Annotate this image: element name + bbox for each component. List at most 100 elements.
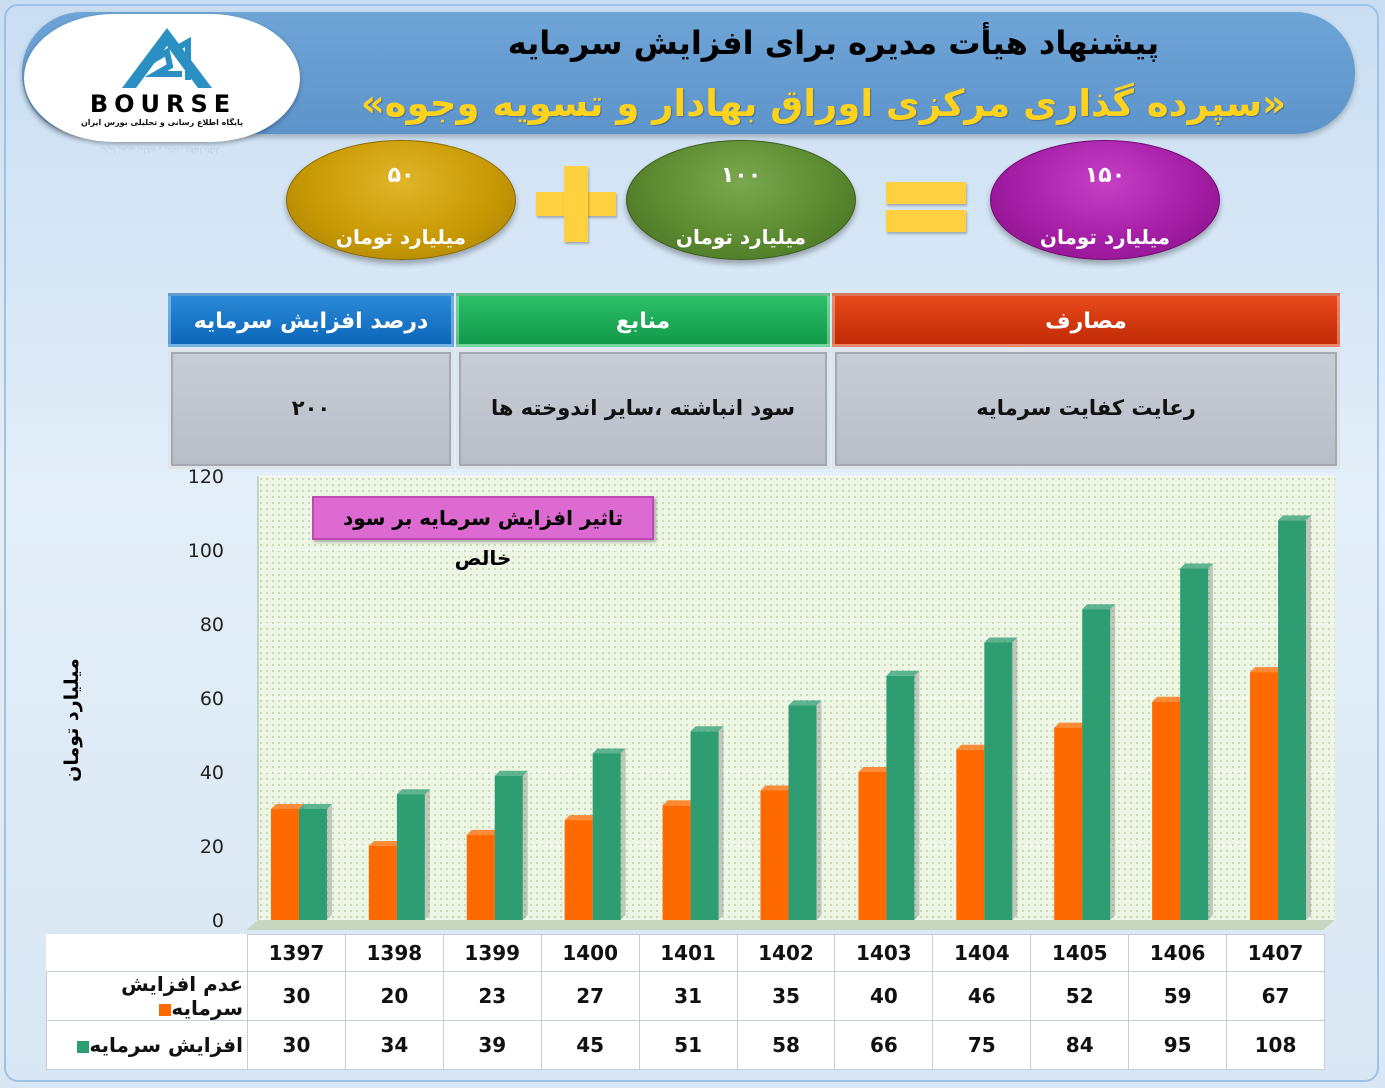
bar-top-0-2 [466,829,500,835]
cell-sources: سود انباشته ،سایر اندوخته ها [456,349,830,469]
table-row-years: 1397 1398 1399 1400 1401 1402 1403 1404 1405 1406… [47,934,1325,972]
y-tick-label-20: 20 [200,836,224,858]
series-label-0: عدم افزایش سرمایه [46,971,248,1021]
bar-side-1-1 [424,789,430,920]
oval-50-unit: میلیارد تومان [335,225,467,249]
bar-top-0-1 [368,841,402,846]
bar-increase-1398 [396,794,425,920]
table-corner [47,935,248,972]
bar-increase-1401 [690,731,719,920]
value-cell-1-1407: 108 [1226,1020,1325,1070]
value-cell-0-1398: 20 [344,971,444,1021]
bar-top-0-5 [760,785,794,791]
bar-side-1-3 [620,748,626,920]
value-cell-1-1405: 84 [1030,1020,1130,1070]
y-axis-label: میلیارد تومان [61,658,83,782]
year-cell-1406: 1406 [1128,934,1228,972]
bar-side-1-9 [1208,563,1214,920]
bar-increase-1407 [1278,520,1307,920]
bar-no-increase-1398 [368,846,397,920]
value-cell-1-1401: 51 [638,1020,738,1070]
oval-150-unit: میلیارد تومان [1039,225,1171,249]
bar-side-1-8 [1110,604,1116,920]
bourse-logo[interactable]: BOURSE پایگاه اطلاع رسانی و تحلیلی بورس … [24,14,300,142]
bar-top-1-0 [298,804,332,809]
bar-increase-1399 [494,775,523,920]
value-cell-0-1405: 52 [1030,971,1130,1021]
y-tick-label-120: 120 [188,466,224,488]
value-cell-0-1404: 46 [932,971,1032,1021]
header-capital-increase-percent: درصد افزایش سرمایه [168,293,454,347]
bar-no-increase-1399 [466,834,495,920]
bar-top-0-9 [1152,696,1186,702]
value-cell-1-1403: 66 [834,1020,934,1070]
bar-no-increase-1400 [564,820,593,920]
year-cell-1407: 1407 [1226,934,1325,972]
bar-side-1-5 [816,700,822,920]
equals-icon-top [886,182,966,204]
oval-amount-150: ۱۵۰ میلیارد تومان [990,140,1220,260]
oval-100-unit: میلیارد تومان [675,225,807,249]
oval-amount-100: ۱۰۰ میلیارد تومان [626,140,856,260]
year-cell-1404: 1404 [932,934,1032,972]
value-cell-0-1399: 23 [442,971,542,1021]
year-cell-1397: 1397 [247,934,346,972]
logo-wordmark: BOURSE [89,90,237,118]
value-cell-1-1404: 75 [932,1020,1032,1070]
value-cell-1-1400: 45 [540,1020,640,1070]
page-frame [4,4,1379,1082]
bar-top-1-2 [494,770,528,776]
y-tick-label-100: 100 [188,540,224,562]
bar-side-1-4 [718,726,724,920]
bar-no-increase-1403 [858,772,887,920]
bar-top-0-6 [858,767,892,772]
y-tick-label-60: 60 [200,688,224,710]
bar-top-0-10 [1250,667,1284,673]
chart-title: تاثیر افزایش سرمایه بر سود خالص [312,496,654,570]
bar-top-0-8 [1054,722,1088,728]
bar-no-increase-1401 [662,805,691,920]
y-tick-label-0: 0 [212,910,224,932]
value-cell-0-1400: 27 [540,971,640,1021]
year-cell-1401: 1401 [638,934,738,972]
plus-icon-v [564,166,588,242]
bar-increase-1403 [886,675,915,920]
value-cell-0-1397: 30 [247,971,346,1021]
bar-increase-1405 [1082,609,1111,920]
legend-key-1 [77,1040,90,1053]
value-cell-1-1397: 30 [247,1020,346,1070]
series-label-1: افزایش سرمایه [46,1020,248,1070]
series-name-0: عدم افزایش سرمایه [121,972,243,1020]
bar-no-increase-1405 [1054,727,1083,920]
year-cell-1405: 1405 [1030,934,1130,972]
year-cell-1402: 1402 [736,934,836,972]
bar-increase-1397 [298,809,327,920]
chart-floor [246,920,1335,930]
value-cell-0-1407: 67 [1226,971,1325,1021]
header-costs: مصارف [832,293,1340,347]
bar-no-increase-1406 [1152,701,1181,920]
header-sources: منابع [456,293,830,347]
bar-top-1-3 [592,748,626,754]
value-cell-0-1403: 40 [834,971,934,1021]
bar-side-1-7 [1012,637,1018,920]
table-row-no-increase: عدم افزایش سرمایه 30 20 23 27 31 35 40 46 52 59 67 [46,971,1325,1021]
series-name-1: افزایش سرمایه [89,1033,243,1057]
year-cell-1400: 1400 [540,934,640,972]
year-cell-1403: 1403 [834,934,934,972]
logo-mark-icon [122,28,212,88]
bar-top-0-3 [564,815,598,821]
bar-top-1-1 [396,789,430,795]
bar-top-1-5 [788,700,822,706]
bar-side-1-2 [522,770,528,920]
bar-no-increase-1404 [956,749,985,920]
bar-top-1-7 [984,637,1018,643]
oval-150-value: ۱۵۰ [1084,163,1126,188]
page-subtitle: «سپرده گذاری مرکزی اوراق بهادار و تسویه … [360,82,1287,125]
bar-top-1-9 [1180,563,1214,569]
value-cell-1-1402: 58 [736,1020,836,1070]
logo-tagline: پایگاه اطلاع رسانی و تحلیلی بورس ایران [80,118,244,127]
cell-costs: رعایت کفایت سرمایه [832,349,1340,469]
oval-amount-50: ۵۰ میلیارد تومان [286,140,516,260]
